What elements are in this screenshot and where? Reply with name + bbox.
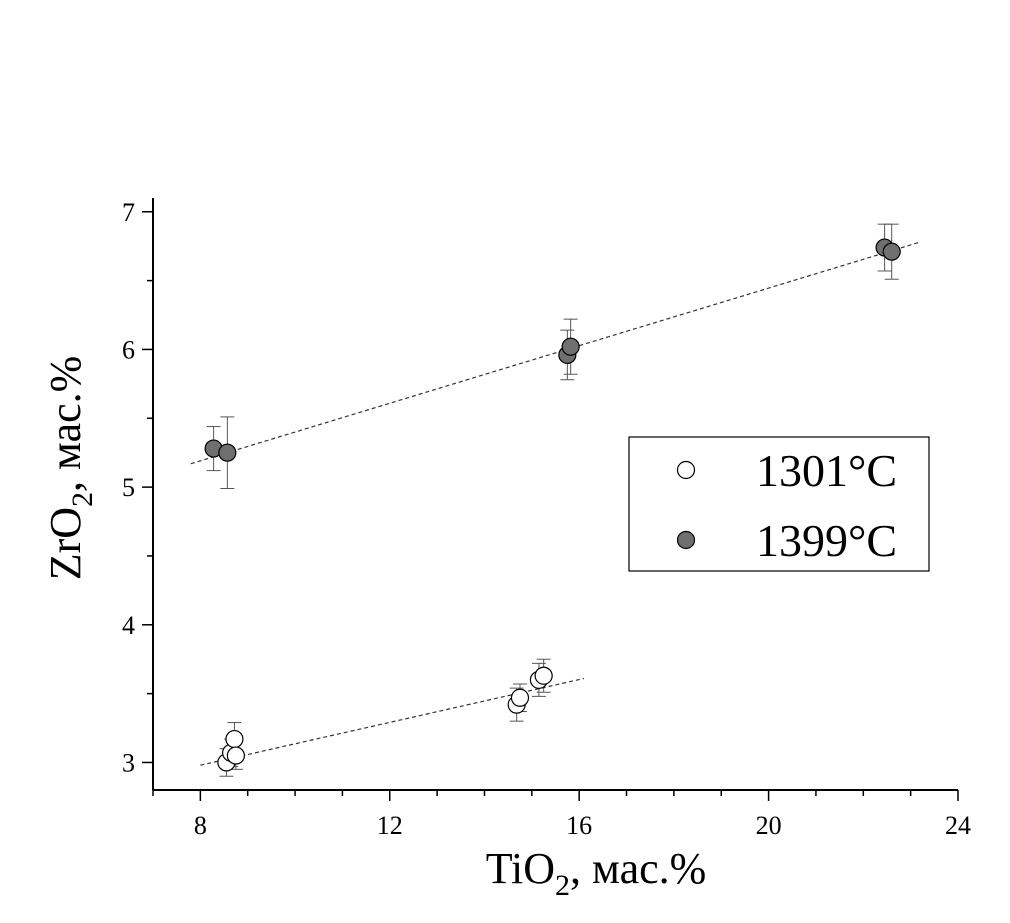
y-tick-label: 4 <box>122 611 135 640</box>
data-point <box>510 688 530 707</box>
data-point <box>225 729 244 749</box>
y-ticks: 3 4 5 6 7 <box>122 198 153 777</box>
x-tick-label: 24 <box>945 811 971 840</box>
y-tick-label: 6 <box>122 335 135 364</box>
data-point <box>534 666 553 685</box>
legend: 1301°C 1399°C <box>628 436 930 572</box>
y-tick-label: 7 <box>122 198 135 227</box>
legend-label-1399: 1399°C <box>756 515 897 566</box>
data-point <box>561 337 580 356</box>
x-tick-label: 20 <box>756 811 782 840</box>
x-ticks: 8 12 16 20 24 <box>152 790 971 840</box>
x-tick-label: 8 <box>194 811 207 840</box>
y-axis-title: ZrO2, мас.% <box>41 356 99 581</box>
x-tick-label: 16 <box>566 811 592 840</box>
legend-box <box>628 436 930 572</box>
data-point <box>226 746 245 765</box>
data-point <box>218 443 237 462</box>
fit-lines <box>190 241 921 766</box>
legend-marker-1399 <box>676 530 696 550</box>
legend-label-1301: 1301°C <box>756 445 897 496</box>
x-axis-title: TiO2, мас.% <box>486 844 707 902</box>
y-tick-label: 3 <box>122 748 135 777</box>
fit-line-0 <box>200 677 585 766</box>
data-point <box>882 242 901 261</box>
y-tick-label: 5 <box>122 473 135 502</box>
data-points <box>204 238 901 772</box>
x-tick-label: 12 <box>377 811 403 840</box>
legend-marker-1301 <box>676 460 696 480</box>
fit-line-1 <box>190 241 921 465</box>
